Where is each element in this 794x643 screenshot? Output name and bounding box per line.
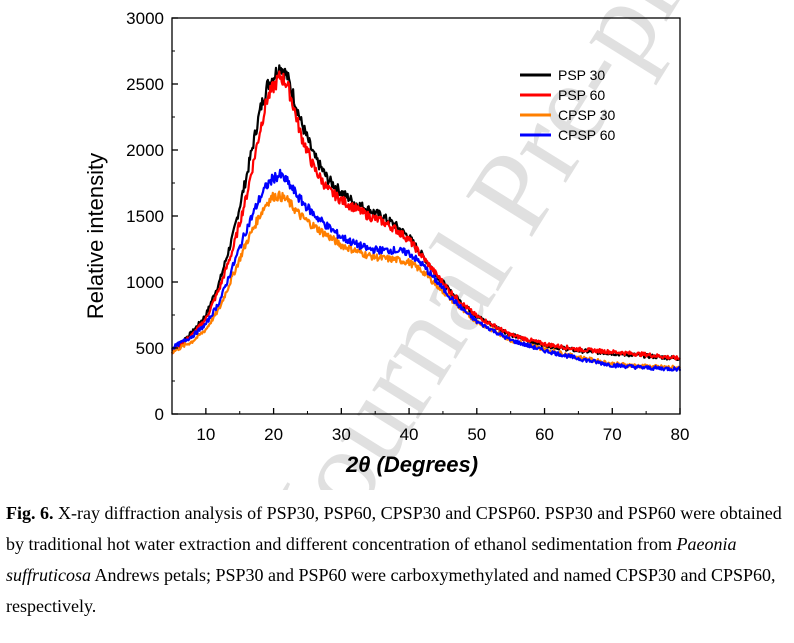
xrd-chart: Journal Pre-proof 10 20 30 40 50 60 70 80 0 500 1… (83, 0, 792, 490)
series-line (171, 168, 682, 372)
y-tick-label: 2000 (126, 141, 164, 160)
y-tick-label: 1500 (126, 207, 164, 226)
x-tick-label: 40 (400, 425, 419, 444)
y-tick-label: 2500 (126, 75, 164, 94)
caption-text-2: Andrews petals; PSP30 and PSP60 were car… (6, 565, 776, 616)
legend-label: CPSP 30 (558, 107, 616, 123)
y-tick-label: 0 (155, 405, 164, 424)
y-tick-label: 3000 (126, 9, 164, 28)
series-line (171, 70, 681, 361)
x-tick-label: 50 (467, 425, 486, 444)
y-tick-label: 500 (136, 339, 164, 358)
y-tick-label: 1000 (126, 273, 164, 292)
x-axis: 10 20 30 40 50 60 70 80 (196, 408, 689, 444)
y-axis-label: Relative intensity (83, 153, 108, 319)
legend-label: PSP 30 (558, 67, 605, 83)
legend-label: PSP 60 (558, 87, 605, 103)
watermark-text: Journal Pre-proof (241, 0, 792, 490)
caption-species: Paeonia suffruticosa (6, 534, 737, 585)
y-axis: 0 500 1000 1500 2000 2500 3000 (126, 9, 178, 424)
legend-label: CPSP 60 (558, 127, 616, 143)
x-axis-label: 2θ (Degrees) (345, 452, 478, 477)
x-tick-label: 80 (671, 425, 690, 444)
x-tick-label: 10 (196, 425, 215, 444)
caption-label: Fig. 6. (6, 503, 54, 523)
caption-text-1: X-ray diffraction analysis of PSP30, PSP… (6, 503, 782, 554)
x-tick-label: 20 (264, 425, 283, 444)
legend: PSP 30 PSP 60 CPSP 30 CPSP 60 (520, 67, 616, 143)
plot-area (171, 64, 682, 372)
x-tick-label: 30 (332, 425, 351, 444)
x-tick-label: 60 (535, 425, 554, 444)
figure-caption: Fig. 6. X-ray diffraction analysis of PS… (6, 498, 790, 622)
x-tick-label: 70 (603, 425, 622, 444)
